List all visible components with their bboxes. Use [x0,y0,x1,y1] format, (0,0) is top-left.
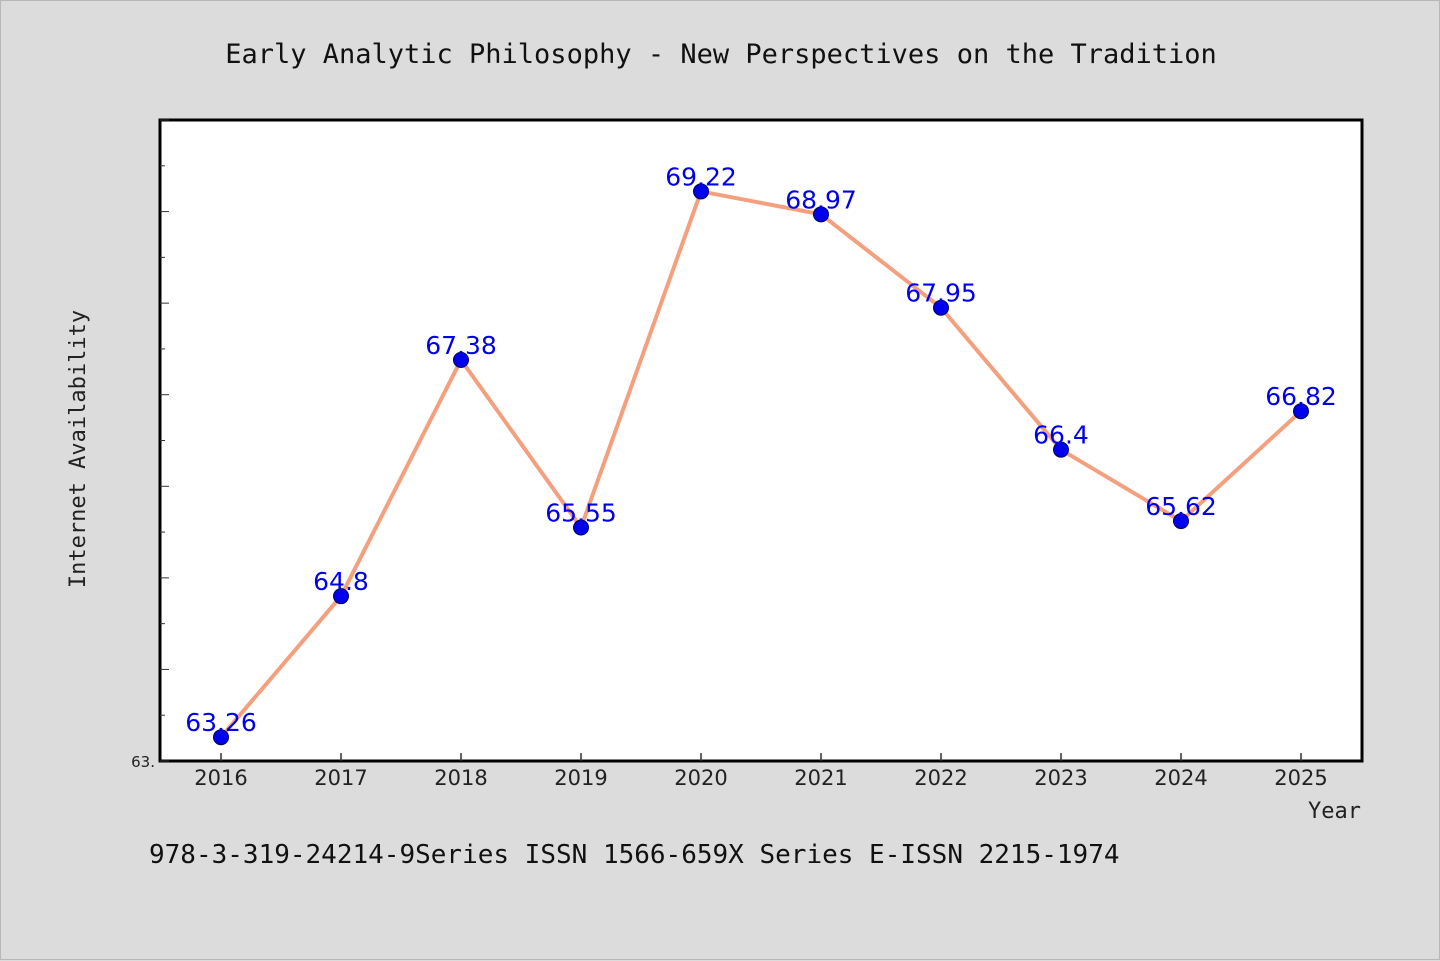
data-point [1173,513,1189,530]
data-point [1293,403,1309,420]
series-markers [213,183,1309,746]
data-label: 64.8 [313,567,369,596]
x-tick-label: 2024 [1154,766,1207,790]
x-tick-label: 2017 [314,766,367,790]
y-tick-label: 63. [131,753,155,771]
x-tick-label: 2023 [1034,766,1087,790]
data-point [453,351,469,368]
data-label: 65.55 [545,498,617,527]
data-point [813,206,829,223]
x-tick-label: 2022 [914,766,967,790]
x-tick-label: 2025 [1274,766,1327,790]
data-point [1053,441,1069,458]
data-label: 67.38 [425,331,497,360]
data-label: 66.82 [1265,382,1337,411]
data-point [693,183,709,200]
data-point [933,299,949,316]
data-label: 65.62 [1145,492,1217,521]
data-label: 66.4 [1033,421,1089,450]
plot-area [158,118,1364,763]
x-tick-label: 2020 [674,766,727,790]
footer-isbn-text: 978-3-319-24214-9Series ISSN 1566-659X S… [149,840,1120,870]
data-point [333,588,349,605]
data-point [573,519,589,536]
data-label: 68.97 [785,185,857,214]
data-label: 69.22 [665,162,737,191]
x-tick-label: 2019 [554,766,607,790]
data-point [213,729,229,746]
data-label: 67.95 [905,279,977,308]
data-label: 63.26 [185,708,257,737]
x-tick-label: 2021 [794,766,847,790]
x-tick-label: 2018 [434,766,487,790]
x-axis-ticks: 2016 2017 2018 2019 2020 2021 2022 2023 2024 2025 [194,753,1328,790]
y-axis-label: Internet Availability [66,310,91,588]
x-axis-label: Year [1308,799,1361,824]
x-tick-label: 2016 [194,766,247,790]
data-labels: 63.26 64.8 67.38 65.55 69.22 68.97 67.95 66.4 65… [185,162,1337,737]
series-line [219,189,1303,739]
y-axis-ticks [160,119,169,762]
chart-title: Early Analytic Philosophy - New Perspect… [225,39,1217,70]
